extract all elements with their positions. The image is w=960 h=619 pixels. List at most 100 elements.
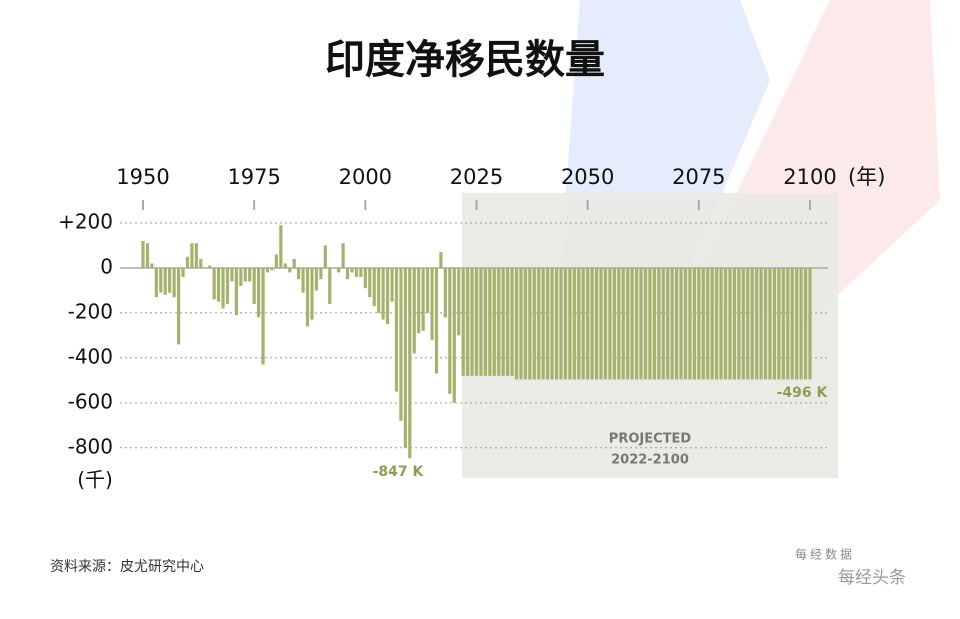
x-tick-label: 2050	[561, 165, 614, 189]
bar	[648, 267, 652, 380]
bar	[728, 267, 732, 380]
bar	[532, 267, 536, 380]
bar	[666, 267, 670, 380]
y-tick-label: -600	[68, 389, 113, 413]
bar	[452, 267, 456, 403]
bar	[715, 267, 719, 380]
bar	[572, 267, 576, 380]
bar	[216, 267, 221, 302]
bar	[683, 267, 688, 380]
x-tick-label: 1975	[227, 165, 280, 189]
bar	[723, 267, 728, 380]
bar	[341, 243, 345, 268]
bar	[372, 267, 376, 307]
bar	[208, 265, 212, 268]
y-tick-label: 0	[100, 254, 113, 278]
bar	[661, 267, 665, 380]
bar	[172, 267, 176, 298]
bar	[639, 267, 643, 380]
bar	[457, 267, 461, 336]
bar	[394, 267, 399, 392]
bar	[675, 267, 679, 380]
bar	[763, 267, 768, 380]
bar	[323, 245, 327, 268]
bar	[212, 267, 216, 300]
bar	[252, 267, 256, 304]
y-tick-label: -800	[68, 434, 113, 458]
bar	[390, 267, 394, 302]
bar	[808, 267, 812, 380]
bar	[168, 267, 172, 293]
bar	[381, 267, 385, 320]
bar	[514, 267, 519, 380]
bar	[563, 267, 568, 380]
bar	[594, 267, 599, 380]
bar	[283, 263, 287, 268]
bar	[265, 267, 270, 273]
bar	[368, 267, 372, 298]
annotation: -496 K	[777, 385, 829, 401]
bar	[385, 267, 390, 325]
bar	[732, 267, 737, 380]
x-tick-label: 2000	[339, 165, 392, 189]
bar	[586, 267, 590, 380]
bar	[706, 267, 710, 380]
bar	[519, 267, 523, 380]
bar	[234, 267, 238, 316]
bar	[750, 267, 754, 380]
bar	[274, 254, 278, 268]
bar	[421, 267, 425, 331]
x-tick-label: 1950	[116, 165, 169, 189]
bar	[568, 267, 572, 380]
bar	[501, 267, 505, 376]
bar	[319, 267, 323, 280]
bar	[777, 267, 781, 380]
projected-range: 2022-2100	[611, 453, 689, 468]
bar	[474, 267, 479, 376]
bar	[746, 267, 750, 380]
bar	[528, 267, 532, 380]
bar	[248, 267, 252, 282]
bar	[497, 267, 501, 376]
bar	[621, 267, 625, 380]
bar	[239, 267, 243, 286]
bar	[359, 267, 363, 277]
bar	[337, 267, 341, 273]
bar	[425, 267, 430, 313]
bar	[448, 267, 452, 394]
bar	[790, 267, 794, 380]
bar	[546, 267, 550, 380]
bar	[305, 267, 310, 327]
bar	[430, 267, 434, 340]
bar	[439, 252, 443, 268]
x-tick-label: 2075	[672, 165, 725, 189]
bar	[786, 267, 790, 380]
bar	[772, 267, 777, 380]
bar	[412, 267, 416, 354]
bar	[768, 267, 772, 380]
watermark: 每经头条	[838, 568, 906, 588]
bar	[741, 267, 745, 380]
bar	[314, 267, 319, 291]
bar	[190, 243, 194, 268]
bar	[679, 267, 683, 380]
bar	[688, 267, 692, 380]
bar	[510, 267, 514, 376]
bar	[599, 267, 603, 380]
x-tick-label: 2025	[450, 165, 503, 189]
bar	[737, 267, 741, 380]
bar	[803, 267, 808, 380]
bar	[461, 267, 465, 376]
bar	[434, 267, 439, 374]
y-tick-label: +200	[58, 209, 113, 233]
bar	[559, 267, 563, 380]
bar	[523, 267, 528, 380]
y-tick-label: -200	[68, 299, 113, 323]
bar	[176, 267, 181, 345]
bar	[292, 258, 296, 268]
bar	[670, 267, 674, 380]
bar	[626, 267, 630, 380]
chart-title: 印度净移民数量	[325, 37, 605, 83]
x-unit: (年)	[848, 165, 885, 189]
